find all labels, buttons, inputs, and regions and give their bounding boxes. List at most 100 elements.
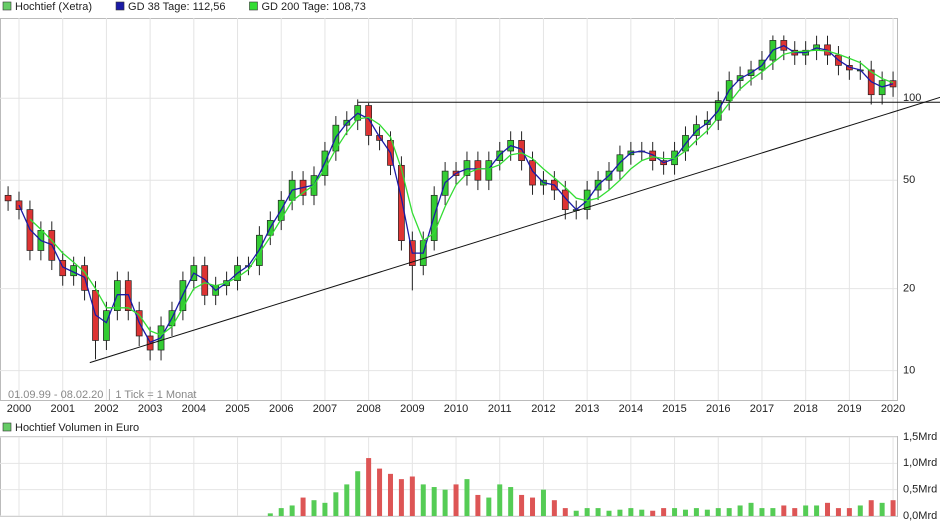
volume-bar [682, 509, 688, 516]
volume-bar [508, 487, 514, 516]
volume-bar [519, 494, 525, 516]
volume-bar [781, 505, 787, 516]
y-tick-label: 10 [903, 365, 915, 377]
volume-bar [606, 510, 612, 516]
volume-bar [792, 508, 798, 516]
volume-bar [857, 505, 863, 516]
volume-bar [628, 508, 634, 516]
x-tick-label: 2010 [444, 403, 468, 415]
volume-bar [825, 502, 831, 516]
volume-bar [715, 508, 721, 516]
volume-bar [278, 508, 284, 516]
x-tick-label: 2004 [182, 403, 206, 415]
volume-bar [584, 508, 590, 516]
x-tick-label: 2009 [400, 403, 424, 415]
y-tick-label: 0,0Mrd [903, 510, 937, 522]
y-tick-label: 1,5Mrd [903, 431, 937, 443]
legend-swatch [115, 1, 125, 11]
volume-bar [748, 502, 754, 516]
volume-bar [672, 508, 678, 516]
candle-body [463, 160, 471, 176]
volume-bar [803, 505, 809, 516]
x-tick-label: 2011 [488, 403, 512, 415]
volume-bar [409, 476, 415, 516]
volume-bar [464, 479, 470, 516]
volume-bar [475, 494, 481, 516]
volume-bar [431, 487, 437, 516]
volume-bar [442, 489, 448, 516]
volume-bar [661, 508, 667, 516]
volume-bar [497, 484, 503, 516]
volume-pane [0, 436, 898, 517]
y-tick-label: 1,0Mrd [903, 457, 937, 469]
x-tick-label: 2006 [269, 403, 293, 415]
moving-average-line [29, 49, 894, 336]
volume-bar [551, 500, 557, 516]
volume-bar [355, 471, 361, 516]
candle-body [649, 150, 657, 161]
volume-bar [387, 473, 393, 516]
volume-bar [486, 497, 492, 516]
volume-bar [311, 500, 317, 516]
x-tick-label: 2012 [531, 403, 555, 415]
volume-bar [704, 509, 710, 516]
volume-bar [453, 484, 459, 516]
volume-bar [333, 492, 339, 516]
x-tick-label: 2019 [837, 403, 861, 415]
volume-bar [726, 508, 732, 516]
x-tick-label: 2017 [750, 403, 774, 415]
x-tick-label: 2007 [313, 403, 337, 415]
x-tick-label: 2018 [793, 403, 817, 415]
volume-bar [366, 458, 372, 516]
candle-body [485, 160, 493, 181]
candle-body [4, 194, 12, 202]
volume-bar [530, 497, 536, 516]
volume-bar [879, 502, 885, 516]
candle-body [878, 80, 886, 96]
x-tick-label: 2008 [356, 403, 380, 415]
x-tick-label: 2014 [619, 403, 643, 415]
candle-body [561, 189, 569, 210]
x-tick-label: 2013 [575, 403, 599, 415]
volume-bar [868, 500, 874, 516]
volume-bar [693, 508, 699, 516]
candle-body [529, 160, 536, 186]
x-tick-label: 2002 [94, 403, 118, 415]
x-tick-label: 2001 [50, 403, 74, 415]
y-tick-label: 0,5Mrd [903, 484, 937, 496]
range-note: 01.09.99 - 08.02.20 [8, 389, 103, 401]
y-tick-label: 100 [903, 92, 921, 104]
volume-title: Hochtief Volumen in Euro [15, 422, 139, 434]
legend-label: GD 38 Tage: 112,56 [128, 1, 225, 13]
volume-bar [617, 509, 623, 516]
x-tick-label: 2016 [706, 403, 730, 415]
volume-bar [344, 484, 350, 516]
candle-body [398, 164, 405, 241]
volume-bar [420, 484, 426, 516]
y-tick-label: 50 [903, 174, 915, 186]
volume-bar [377, 468, 383, 516]
volume-bar [639, 509, 645, 516]
volume-bar [289, 505, 295, 516]
candle-body [365, 105, 372, 136]
volume-bar [300, 497, 306, 516]
volume-bar [835, 508, 841, 516]
trend-line [89, 96, 940, 364]
legend-label: GD 200 Tage: 108,73 [261, 1, 365, 13]
volume-bar [540, 489, 546, 516]
volume-bar [267, 513, 273, 516]
candle-body [496, 150, 504, 161]
volume-bar [573, 510, 579, 516]
volume-bar [562, 508, 568, 516]
moving-average-line [18, 44, 894, 344]
x-tick-label: 2005 [225, 403, 249, 415]
candle-body [103, 310, 110, 341]
x-tick-label: 2003 [138, 403, 162, 415]
legend-swatch [2, 1, 12, 11]
volume-bar [846, 508, 852, 516]
price-pane [0, 18, 898, 401]
x-tick-label: 2020 [881, 403, 905, 415]
x-tick-label: 2015 [662, 403, 686, 415]
volume-bar [322, 502, 328, 516]
